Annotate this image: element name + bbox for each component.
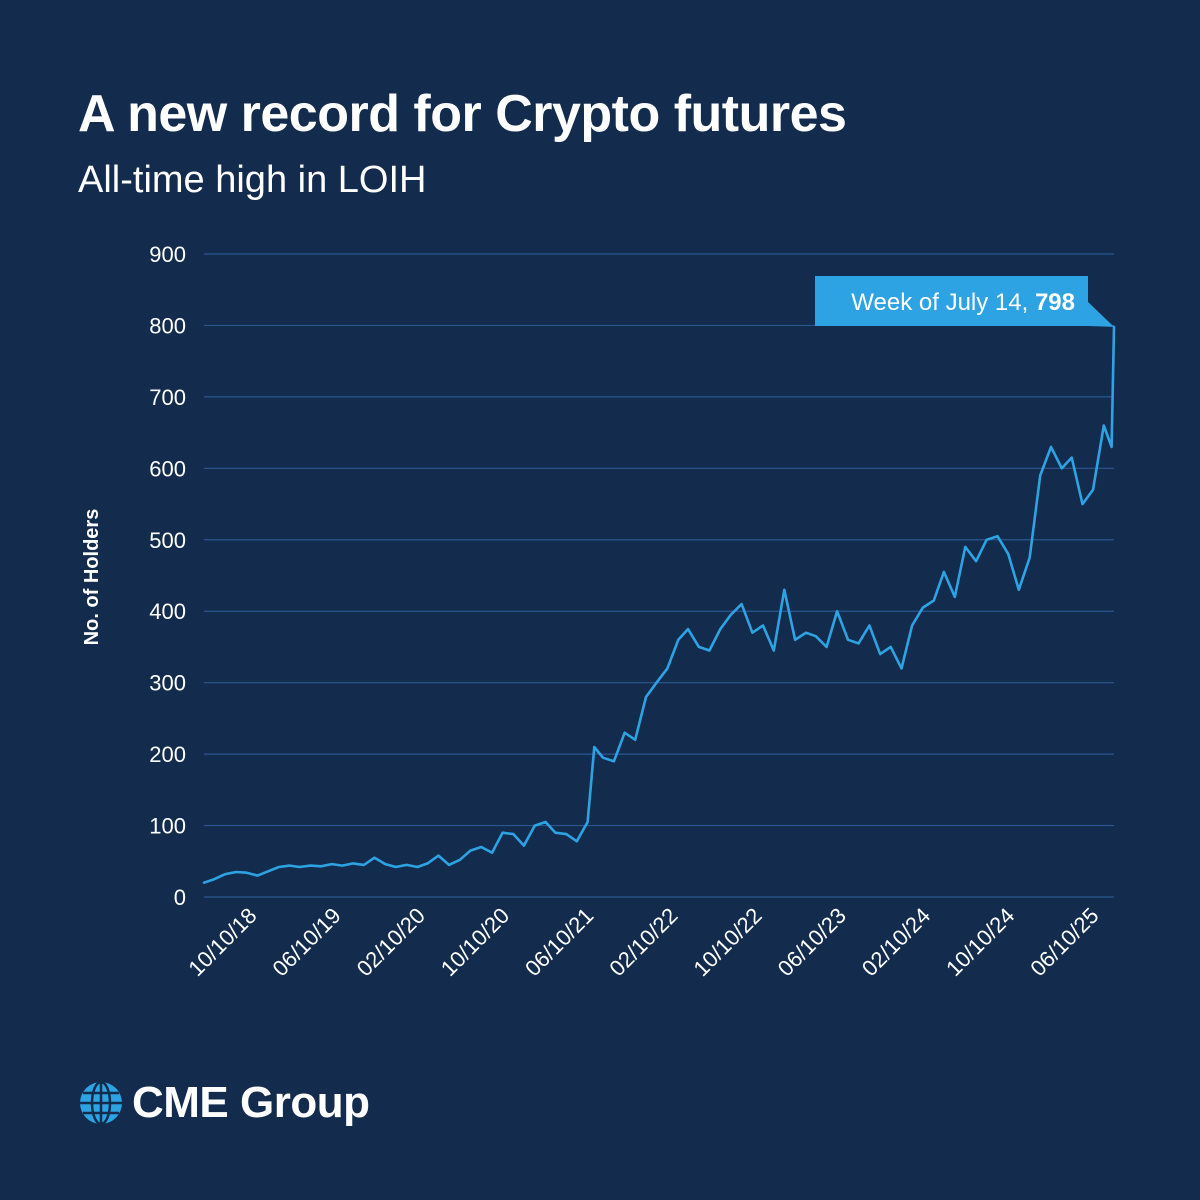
x-tick-label: 10/10/20 xyxy=(436,903,514,981)
x-tick-label: 06/10/21 xyxy=(520,903,598,981)
y-tick-label: 200 xyxy=(149,742,186,767)
annotation-label: Week of July 14, 798 xyxy=(851,289,1075,316)
x-tick-label: 06/10/19 xyxy=(268,903,346,981)
y-axis-ticks: 0 100 200 300 400 500 600 700 800 900 xyxy=(149,242,186,910)
gridlines xyxy=(204,253,1114,898)
y-tick-label: 500 xyxy=(149,528,186,553)
chart-subtitle: All-time high in LOIH xyxy=(78,159,427,201)
cme-logo: CME Group xyxy=(78,1078,370,1128)
x-tick-label: 06/10/23 xyxy=(773,903,851,981)
y-tick-label: 800 xyxy=(149,313,186,338)
globe-icon xyxy=(80,1080,122,1126)
x-tick-label: 10/10/22 xyxy=(689,903,767,981)
x-axis-ticks: 10/10/18 06/10/19 02/10/20 10/10/20 06/10/21… xyxy=(183,903,1103,981)
x-tick-label: 02/10/22 xyxy=(604,903,682,981)
x-tick-label: 10/10/24 xyxy=(941,903,1019,981)
y-tick-label: 300 xyxy=(149,671,186,696)
x-tick-label: 02/10/20 xyxy=(352,903,430,981)
x-tick-label: 06/10/25 xyxy=(1025,903,1103,981)
y-tick-label: 600 xyxy=(149,456,186,481)
annotation-box xyxy=(815,276,1088,326)
annotation-callout: Week of July 14, 798 xyxy=(815,276,1114,327)
y-tick-label: 400 xyxy=(149,599,186,624)
y-tick-label: 700 xyxy=(149,385,186,410)
x-tick-label: 02/10/24 xyxy=(857,903,935,981)
y-axis-label: No. of Holders xyxy=(81,509,103,646)
x-tick-label: 10/10/18 xyxy=(183,903,261,981)
y-tick-label: 100 xyxy=(149,814,186,839)
y-tick-label: 900 xyxy=(149,242,186,267)
y-tick-label: 0 xyxy=(174,885,186,910)
chart-title: A new record for Crypto futures xyxy=(78,85,847,143)
series-line xyxy=(202,325,1116,884)
series-lines xyxy=(202,325,1116,884)
brand-name: CME Group xyxy=(132,1078,370,1127)
annotation-pointer xyxy=(1086,300,1114,327)
